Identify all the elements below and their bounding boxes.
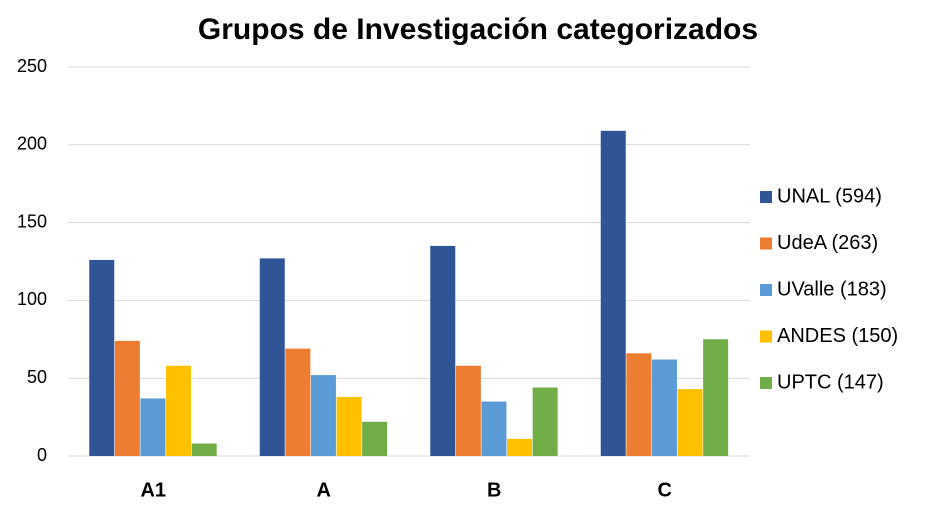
legend-swatch [760,191,772,203]
bar [600,130,626,456]
legend-swatch [760,330,772,343]
y-tick-label: 100 [17,289,47,309]
legend-label: ANDES (150) [777,325,898,347]
legend-swatch [760,284,772,296]
x-tick-label: A1 [140,479,166,501]
legend-label: UdeA (263) [777,232,878,254]
bar [259,258,285,456]
x-tick-label: A [317,479,331,501]
bar [336,396,362,456]
bar [507,438,533,456]
y-tick-label: 200 [17,134,47,154]
bar [430,245,456,456]
x-tick-label: B [487,479,501,501]
bar [532,387,558,456]
bar [191,443,217,456]
bar [481,401,507,456]
bar [285,348,311,456]
y-tick-label: 50 [27,367,47,387]
bar [677,389,703,456]
y-tick-label: 150 [17,211,47,231]
legend-label: UNAL (594) [777,185,882,207]
bar [166,365,192,456]
bar [362,421,388,456]
legend-label: UPTC (147) [777,371,884,393]
bar [455,365,481,456]
legend-label: UValle (183) [777,278,887,300]
x-tick-label: C [658,479,672,501]
bar [140,398,166,456]
legend-swatch [760,377,772,389]
bar [89,259,115,456]
chart-title: Grupos de Investigación categorizados [198,13,758,46]
legend-swatch [760,237,772,250]
bar [114,340,140,456]
y-tick-label: 0 [37,445,47,465]
y-tick-label: 250 [17,56,47,76]
bar [310,375,336,456]
bar [703,339,729,456]
bar [651,359,677,456]
bar [626,353,652,456]
